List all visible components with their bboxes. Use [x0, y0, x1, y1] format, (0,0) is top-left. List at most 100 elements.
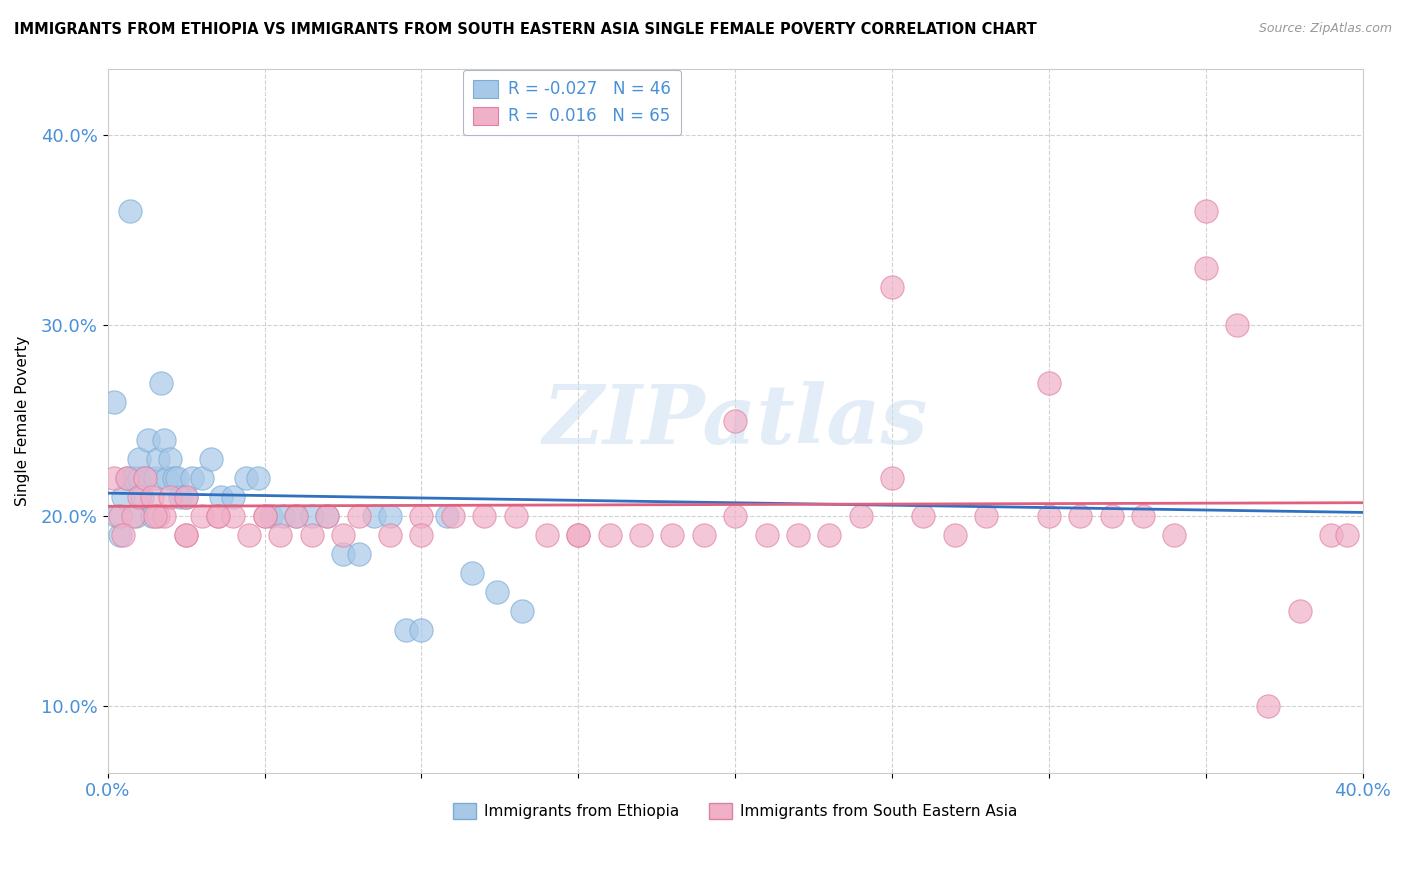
Point	[174, 490, 197, 504]
Point	[235, 471, 257, 485]
Point	[411, 623, 433, 637]
Point	[146, 451, 169, 466]
Point	[301, 508, 323, 523]
Point	[105, 508, 128, 523]
Point	[1038, 376, 1060, 390]
Point	[1320, 528, 1343, 542]
Text: Source: ZipAtlas.com: Source: ZipAtlas.com	[1258, 22, 1392, 36]
Point	[146, 508, 169, 523]
Point	[378, 508, 401, 523]
Point	[121, 508, 143, 523]
Point	[347, 508, 370, 523]
Point	[141, 508, 163, 523]
Point	[207, 508, 229, 523]
Point	[472, 508, 495, 523]
Point	[441, 508, 464, 523]
Point	[943, 528, 966, 542]
Point	[115, 471, 138, 485]
Point	[1163, 528, 1185, 542]
Point	[253, 508, 276, 523]
Point	[169, 490, 191, 504]
Point	[128, 471, 150, 485]
Point	[143, 508, 166, 523]
Point	[128, 490, 150, 504]
Text: IMMIGRANTS FROM ETHIOPIA VS IMMIGRANTS FROM SOUTH EASTERN ASIA SINGLE FEMALE POV: IMMIGRANTS FROM ETHIOPIA VS IMMIGRANTS F…	[14, 22, 1036, 37]
Point	[1101, 508, 1123, 523]
Point	[174, 528, 197, 542]
Point	[599, 528, 621, 542]
Point	[693, 528, 716, 542]
Point	[880, 280, 903, 294]
Point	[222, 508, 245, 523]
Point	[150, 376, 173, 390]
Point	[153, 508, 176, 523]
Point	[166, 471, 188, 485]
Point	[174, 528, 197, 542]
Point	[260, 508, 283, 523]
Point	[209, 490, 232, 504]
Point	[332, 528, 354, 542]
Point	[174, 490, 197, 504]
Point	[191, 508, 214, 523]
Point	[269, 528, 291, 542]
Point	[207, 508, 229, 523]
Point	[567, 528, 589, 542]
Point	[301, 528, 323, 542]
Point	[159, 490, 181, 504]
Point	[110, 528, 132, 542]
Point	[181, 471, 204, 485]
Point	[332, 547, 354, 561]
Point	[1336, 528, 1358, 542]
Point	[460, 566, 482, 580]
Point	[141, 490, 163, 504]
Point	[1038, 508, 1060, 523]
Point	[162, 471, 184, 485]
Point	[849, 508, 872, 523]
Point	[273, 508, 295, 523]
Text: ZIPatlas: ZIPatlas	[543, 381, 928, 460]
Point	[661, 528, 683, 542]
Point	[505, 508, 527, 523]
Point	[238, 528, 260, 542]
Point	[191, 471, 214, 485]
Point	[156, 471, 179, 485]
Point	[724, 508, 747, 523]
Point	[103, 471, 125, 485]
Point	[118, 204, 141, 219]
Point	[912, 508, 935, 523]
Point	[316, 508, 339, 523]
Point	[1226, 318, 1249, 333]
Point	[880, 471, 903, 485]
Point	[284, 508, 307, 523]
Point	[411, 528, 433, 542]
Point	[143, 471, 166, 485]
Point	[110, 508, 132, 523]
Y-axis label: Single Female Poverty: Single Female Poverty	[15, 335, 30, 506]
Point	[363, 508, 385, 523]
Point	[112, 528, 135, 542]
Point	[630, 528, 652, 542]
Point	[974, 508, 997, 523]
Legend: Immigrants from Ethiopia, Immigrants from South Eastern Asia: Immigrants from Ethiopia, Immigrants fro…	[447, 797, 1024, 825]
Point	[247, 471, 270, 485]
Point	[253, 508, 276, 523]
Point	[485, 585, 508, 599]
Point	[1257, 699, 1279, 714]
Point	[153, 433, 176, 447]
Point	[134, 471, 156, 485]
Point	[128, 451, 150, 466]
Point	[222, 490, 245, 504]
Point	[103, 394, 125, 409]
Point	[436, 508, 458, 523]
Point	[200, 451, 222, 466]
Point	[125, 508, 148, 523]
Point	[786, 528, 808, 542]
Point	[112, 490, 135, 504]
Point	[536, 528, 558, 542]
Point	[1069, 508, 1091, 523]
Point	[1195, 261, 1218, 276]
Point	[1195, 204, 1218, 219]
Point	[1288, 604, 1310, 618]
Point	[316, 508, 339, 523]
Point	[1132, 508, 1154, 523]
